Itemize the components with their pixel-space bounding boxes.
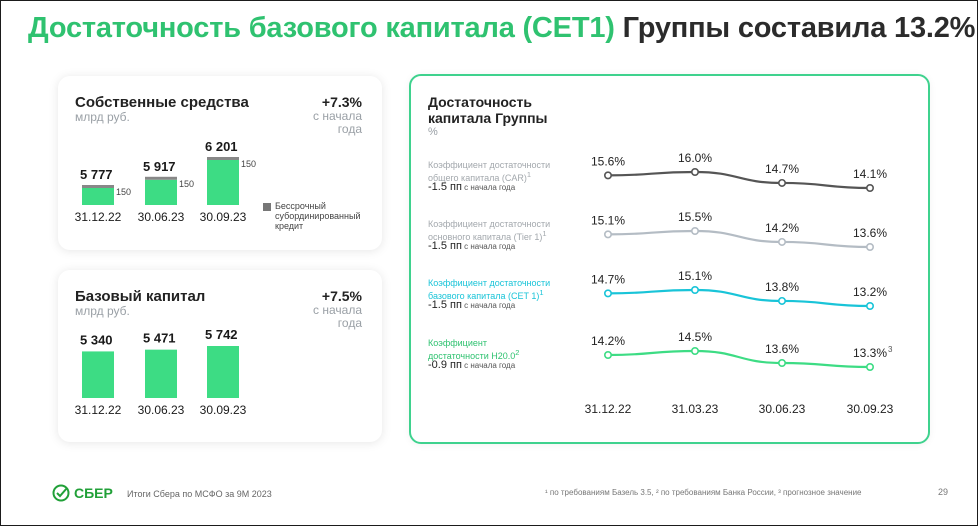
own-funds-x-tick: 30.09.23 bbox=[200, 210, 247, 224]
own-funds-delta: +7.3% bbox=[321, 94, 362, 110]
ratio-value-label: 14.1% bbox=[853, 167, 887, 181]
metric-name-n20: Коэффициент достаточности Н20.02 bbox=[428, 338, 520, 361]
ratio-x-tick: 30.06.23 bbox=[759, 402, 806, 416]
own-funds-bar-subordinated bbox=[145, 176, 177, 180]
ratio-x-tick: 31.03.23 bbox=[672, 402, 719, 416]
base-capital-delta-label: с начала года bbox=[313, 303, 362, 330]
ratio-x-tick: 31.12.22 bbox=[585, 402, 632, 416]
base-capital-bar bbox=[82, 351, 114, 398]
footer-note: ¹ по требованиям Базель 3.5, ² по требов… bbox=[545, 488, 862, 497]
ratio-line-car bbox=[607, 170, 871, 190]
own-funds-bar-main bbox=[207, 160, 239, 205]
ratio-value-label: 16.0% bbox=[678, 151, 712, 165]
own-funds-bar-main bbox=[145, 179, 177, 205]
footer-subtitle: Итоги Сбера по МСФО за 9М 2023 bbox=[127, 489, 272, 499]
group-ratios-chart: 15.6% 16.0% 14.7% 14.1% 15.1% 15.5% 14.2% 13.6%… bbox=[585, 151, 894, 416]
metric-name-cet1: Коэффициент достаточности базового капита… bbox=[428, 278, 551, 301]
base-capital-x-tick: 31.12.22 bbox=[75, 403, 122, 417]
own-funds-bar-subordinated bbox=[207, 157, 239, 160]
ratio-value-label: 14.7% bbox=[765, 162, 799, 176]
ratio-point bbox=[603, 351, 612, 360]
ratio-value-label: 13.8% bbox=[765, 280, 799, 294]
metric-name-car: Коэффициент достаточности общего капитала… bbox=[428, 160, 551, 183]
group-ratios-title: Достаточность капитала Группы bbox=[428, 94, 548, 126]
ratio-value-label: 14.5% bbox=[678, 330, 712, 344]
sber-logo: СБЕР bbox=[52, 484, 113, 502]
ratio-line-cet1 bbox=[607, 288, 871, 308]
metric-name-tier1: Коэффициент достаточности основного капит… bbox=[428, 219, 551, 242]
group-ratios-unit: % bbox=[428, 126, 438, 138]
base-capital-x-tick: 30.06.23 bbox=[138, 403, 185, 417]
ratio-line-н20.0 bbox=[607, 349, 871, 369]
ratio-value-label: 14.2% bbox=[765, 221, 799, 235]
base-capital-x-tick: 30.09.23 bbox=[200, 403, 247, 417]
ratio-value-label: 15.1% bbox=[678, 269, 712, 283]
base-capital-bar bbox=[207, 346, 239, 398]
base-capital-bar bbox=[145, 349, 177, 398]
sber-logo-icon bbox=[52, 484, 70, 502]
sber-logo-text: СБЕР bbox=[74, 485, 113, 501]
own-funds-sub-label: 150 bbox=[179, 179, 194, 189]
ratio-point bbox=[691, 227, 700, 236]
ratio-x-tick: 30.09.23 bbox=[847, 402, 894, 416]
legend-subordinated-loan: Бессрочный субординированный кредит bbox=[275, 201, 361, 231]
legend-swatch-subordinated bbox=[263, 203, 271, 211]
ratio-point bbox=[778, 359, 787, 368]
base-capital-chart: 5 340 31.12.22 5 471 30.06.23 5 742 30.09.23 bbox=[75, 327, 247, 417]
base-capital-delta: +7.5% bbox=[321, 288, 362, 304]
ratio-value-label: 13.6% bbox=[853, 226, 887, 240]
ratio-point bbox=[691, 347, 700, 356]
page-title-highlight: Достаточность базового капитала (CET1) bbox=[28, 12, 615, 44]
base-capital-title: Базовый капитал bbox=[75, 288, 206, 305]
ratio-point bbox=[865, 302, 874, 311]
base-capital-value-label: 5 340 bbox=[80, 332, 113, 347]
ratio-value-sup: 3 bbox=[888, 345, 893, 354]
own-funds-sub-label: 150 bbox=[241, 159, 256, 169]
own-funds-sub-label: 150 bbox=[116, 187, 131, 197]
ratio-point bbox=[603, 289, 612, 298]
page-title-rest: Группы составила 13.2% bbox=[614, 12, 976, 44]
ratio-point bbox=[691, 286, 700, 295]
page-number: 29 bbox=[938, 487, 949, 497]
own-funds-delta-label: с начала года bbox=[313, 109, 362, 136]
ratio-value-label: 15.6% bbox=[591, 154, 625, 168]
ratio-line-tier1 bbox=[607, 229, 871, 249]
own-funds-x-tick: 31.12.22 bbox=[75, 210, 122, 224]
own-funds-title: Собственные средства bbox=[75, 94, 249, 111]
ratio-value-label: 13.3% bbox=[853, 346, 887, 360]
base-capital-unit: млрд руб. bbox=[75, 304, 130, 318]
ratio-point bbox=[865, 363, 874, 372]
ratio-point bbox=[691, 167, 700, 176]
ratio-value-label: 14.2% bbox=[591, 334, 625, 348]
ratio-value-label: 15.5% bbox=[678, 210, 712, 224]
group-ratios-card bbox=[409, 74, 930, 444]
own-funds-total-label: 5 917 bbox=[143, 159, 176, 174]
ratio-point bbox=[865, 183, 874, 192]
ratio-value-label: 13.2% bbox=[853, 285, 887, 299]
metric-delta-n20: -0.9 пп с начала года bbox=[428, 359, 516, 371]
ratio-point bbox=[603, 230, 612, 239]
own-funds-total-label: 6 201 bbox=[205, 139, 238, 154]
ratio-point bbox=[778, 237, 787, 246]
metric-delta-cet1: -1.5 пп с начала года bbox=[428, 299, 516, 311]
ratio-value-label: 13.6% bbox=[765, 342, 799, 356]
ratio-point bbox=[778, 296, 787, 305]
own-funds-bar-subordinated bbox=[82, 185, 114, 188]
own-funds-total-label: 5 777 bbox=[80, 167, 113, 182]
metric-delta-car: -1.5 пп с начала года bbox=[428, 181, 516, 193]
own-funds-x-tick: 30.06.23 bbox=[138, 210, 185, 224]
base-capital-value-label: 5 742 bbox=[205, 327, 238, 342]
ratio-point bbox=[603, 171, 612, 180]
ratio-point bbox=[865, 243, 874, 252]
page-title: Достаточность базового капитала (CET1) Г… bbox=[28, 12, 975, 45]
own-funds-unit: млрд руб. bbox=[75, 110, 130, 124]
ratio-value-label: 15.1% bbox=[591, 213, 625, 227]
ratio-point bbox=[778, 178, 787, 187]
metric-delta-tier1: -1.5 пп с начала года bbox=[428, 240, 516, 252]
own-funds-bar-main bbox=[82, 188, 114, 205]
ratio-value-label: 14.7% bbox=[591, 272, 625, 286]
base-capital-value-label: 5 471 bbox=[143, 331, 176, 346]
